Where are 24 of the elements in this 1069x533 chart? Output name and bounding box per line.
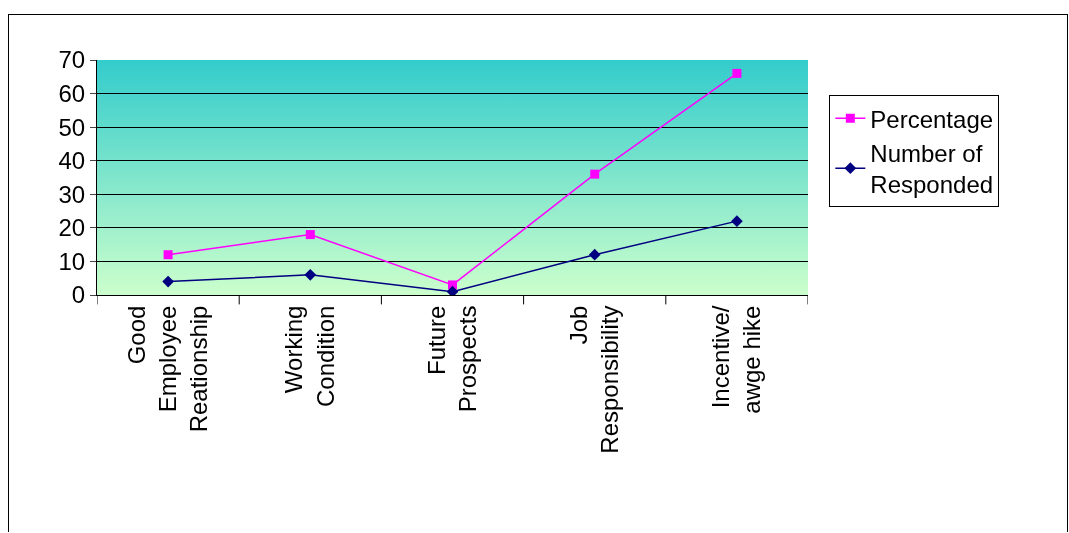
y-tick-label: 70 [58,46,86,74]
point [304,269,317,281]
x-tick-label: Incentive/ awge hike [707,305,766,414]
point [163,250,173,260]
point [731,215,743,227]
y-tick-label: 20 [58,214,86,242]
point [590,169,600,179]
point [732,68,742,78]
point [305,230,315,240]
y-tick-label: 30 [58,180,86,208]
point [162,275,174,288]
y-tick-label: 60 [58,79,86,107]
x-tick-label: Good Employee Reationship [122,305,213,433]
point [446,285,459,295]
y-tick-label: 40 [58,147,86,175]
y-tick-label: 10 [58,247,86,275]
legend-label: Percentage [870,105,994,133]
x-tick-label: Future Prospects [422,305,481,413]
x-tick-label: Working Condition [280,305,339,408]
point [588,248,601,261]
legend-label: Number of Responded [870,139,994,199]
y-tick-label: 0 [71,281,86,309]
y-tick-label: 50 [58,113,86,141]
x-tick-label: Job Responsibility [564,305,624,454]
